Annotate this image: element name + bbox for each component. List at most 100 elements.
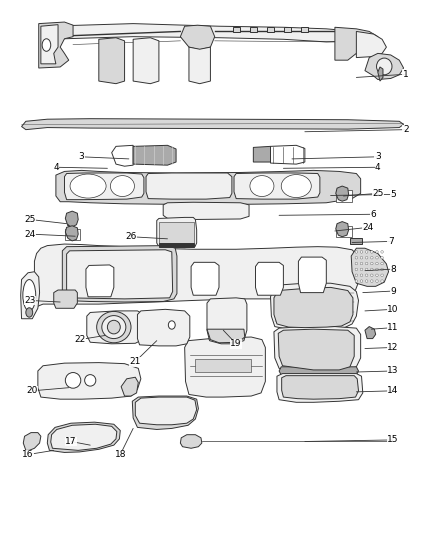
Ellipse shape xyxy=(42,39,51,51)
Ellipse shape xyxy=(381,280,383,282)
Text: 4: 4 xyxy=(375,163,381,172)
Polygon shape xyxy=(255,262,283,295)
Ellipse shape xyxy=(376,268,378,271)
Bar xyxy=(350,238,362,244)
Text: 2: 2 xyxy=(403,125,409,134)
Bar xyxy=(65,229,80,240)
Text: 20: 20 xyxy=(27,386,38,395)
Ellipse shape xyxy=(365,251,368,253)
Ellipse shape xyxy=(355,280,358,282)
Polygon shape xyxy=(180,435,202,448)
Ellipse shape xyxy=(281,175,311,198)
Polygon shape xyxy=(277,374,363,402)
Polygon shape xyxy=(180,25,215,50)
Polygon shape xyxy=(99,38,124,84)
Ellipse shape xyxy=(65,373,81,388)
Text: 14: 14 xyxy=(387,386,399,395)
Polygon shape xyxy=(39,22,73,68)
Text: 6: 6 xyxy=(371,210,376,219)
Polygon shape xyxy=(121,377,138,396)
Bar xyxy=(284,27,291,33)
Text: 25: 25 xyxy=(372,189,384,198)
Ellipse shape xyxy=(376,262,378,265)
Polygon shape xyxy=(138,309,190,346)
Polygon shape xyxy=(207,298,247,344)
Polygon shape xyxy=(51,424,117,450)
Polygon shape xyxy=(65,211,78,227)
Ellipse shape xyxy=(371,262,373,265)
Text: 24: 24 xyxy=(363,223,374,232)
Text: 5: 5 xyxy=(390,190,396,199)
Polygon shape xyxy=(191,262,219,295)
Polygon shape xyxy=(357,31,386,58)
Text: 4: 4 xyxy=(53,163,59,172)
Ellipse shape xyxy=(381,268,383,271)
Bar xyxy=(336,226,352,237)
Polygon shape xyxy=(189,47,210,84)
Polygon shape xyxy=(365,327,376,338)
Text: 7: 7 xyxy=(388,237,394,246)
Polygon shape xyxy=(86,265,114,297)
Text: 3: 3 xyxy=(375,152,381,161)
Ellipse shape xyxy=(168,321,175,329)
Ellipse shape xyxy=(70,174,106,198)
Text: 9: 9 xyxy=(390,287,396,296)
Ellipse shape xyxy=(377,58,392,75)
Text: 26: 26 xyxy=(125,232,137,241)
Polygon shape xyxy=(38,362,141,399)
Polygon shape xyxy=(21,272,39,319)
Ellipse shape xyxy=(381,274,383,277)
Ellipse shape xyxy=(360,268,363,271)
Ellipse shape xyxy=(381,262,383,265)
Polygon shape xyxy=(365,53,403,79)
Ellipse shape xyxy=(355,274,358,277)
Ellipse shape xyxy=(85,375,96,386)
Polygon shape xyxy=(279,367,358,375)
Polygon shape xyxy=(54,290,78,308)
Polygon shape xyxy=(56,171,360,204)
Polygon shape xyxy=(47,422,120,453)
Ellipse shape xyxy=(360,274,363,277)
Text: 10: 10 xyxy=(387,305,399,314)
Polygon shape xyxy=(298,257,326,293)
Ellipse shape xyxy=(23,280,36,311)
Bar xyxy=(250,27,257,33)
Ellipse shape xyxy=(381,256,383,259)
Ellipse shape xyxy=(102,316,126,338)
Polygon shape xyxy=(185,337,265,397)
Polygon shape xyxy=(163,202,249,220)
Ellipse shape xyxy=(355,251,358,253)
Ellipse shape xyxy=(360,262,363,265)
Text: 12: 12 xyxy=(387,343,399,352)
Ellipse shape xyxy=(365,256,368,259)
Ellipse shape xyxy=(250,175,274,197)
Polygon shape xyxy=(146,173,232,199)
Polygon shape xyxy=(207,329,245,343)
Ellipse shape xyxy=(381,251,383,253)
Polygon shape xyxy=(135,397,197,425)
Text: 22: 22 xyxy=(74,335,85,344)
Polygon shape xyxy=(23,433,41,450)
Text: 17: 17 xyxy=(65,437,77,446)
Polygon shape xyxy=(282,376,358,399)
Ellipse shape xyxy=(360,280,363,282)
Ellipse shape xyxy=(110,175,134,197)
Polygon shape xyxy=(65,226,78,241)
Polygon shape xyxy=(87,311,145,344)
Ellipse shape xyxy=(371,274,373,277)
Ellipse shape xyxy=(355,268,358,271)
Text: 18: 18 xyxy=(114,450,126,459)
Bar xyxy=(267,27,274,33)
Text: 3: 3 xyxy=(79,152,85,161)
Bar xyxy=(301,27,308,33)
Polygon shape xyxy=(133,38,159,84)
Polygon shape xyxy=(64,173,144,200)
Text: 24: 24 xyxy=(25,230,36,239)
Text: 15: 15 xyxy=(387,435,399,445)
Ellipse shape xyxy=(371,280,373,282)
Ellipse shape xyxy=(371,268,373,271)
Text: 19: 19 xyxy=(230,340,242,348)
Text: 16: 16 xyxy=(22,450,34,459)
Polygon shape xyxy=(35,244,358,308)
Polygon shape xyxy=(132,396,198,430)
